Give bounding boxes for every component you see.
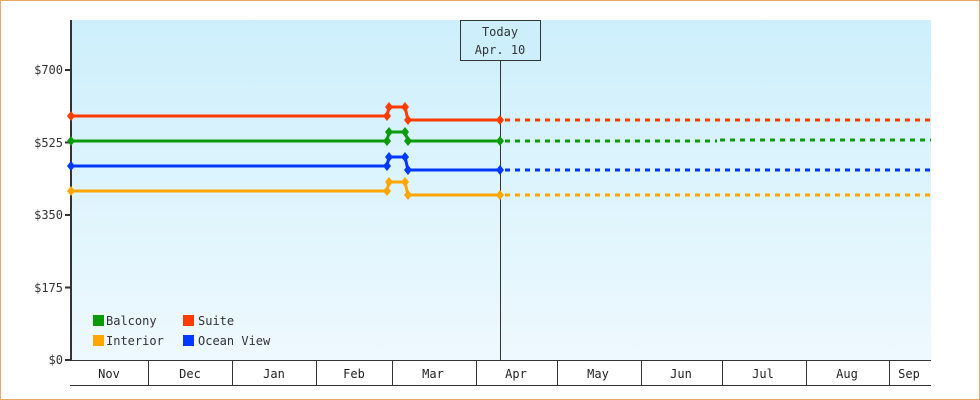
- y-axis: $700 $525 $350 $175 $0: [34, 20, 72, 367]
- ocean-view-swatch-icon: [183, 335, 194, 346]
- legend-item-ocean-view[interactable]: Ocean View: [183, 334, 271, 348]
- balcony-swatch-icon: [93, 315, 104, 326]
- legend-label: Interior: [106, 334, 164, 348]
- month-label: Nov: [98, 367, 120, 381]
- interior-swatch-icon: [93, 335, 104, 346]
- legend: Balcony Suite Interior Ocean View: [93, 314, 271, 348]
- legend-label: Balcony: [106, 314, 157, 328]
- series-ocean-view: [67, 152, 931, 175]
- legend-item-interior[interactable]: Interior: [93, 334, 164, 348]
- month-label: Jul: [752, 367, 774, 381]
- legend-item-suite[interactable]: Suite: [183, 314, 234, 328]
- today-date: Apr. 10: [475, 43, 526, 57]
- month-label: Jun: [670, 367, 692, 381]
- legend-label: Suite: [198, 314, 234, 328]
- y-tick-label: $0: [49, 353, 63, 367]
- month-label: Sep: [898, 367, 920, 381]
- today-marker: Today Apr. 10: [460, 20, 541, 360]
- month-label: Mar: [422, 367, 444, 381]
- month-label: Jan: [263, 367, 285, 381]
- today-box: [460, 20, 541, 61]
- x-axis: Nov Dec Jan Feb Mar Apr May Jun Jul Aug …: [70, 360, 931, 386]
- series-interior: [67, 177, 931, 200]
- y-tick-label: $525: [34, 136, 63, 150]
- month-label: Feb: [343, 367, 365, 381]
- today-label: Today: [482, 25, 518, 39]
- month-label: May: [587, 367, 609, 381]
- month-label: Apr: [505, 367, 527, 381]
- series-suite: [67, 102, 931, 125]
- y-tick-label: $350: [34, 208, 63, 222]
- y-tick-label: $700: [34, 63, 63, 77]
- series-balcony: [67, 127, 931, 146]
- legend-item-balcony[interactable]: Balcony: [93, 314, 157, 328]
- legend-label: Ocean View: [198, 334, 271, 348]
- month-label: Aug: [836, 367, 858, 381]
- suite-swatch-icon: [183, 315, 194, 326]
- y-tick-label: $175: [34, 281, 63, 295]
- month-label: Dec: [179, 367, 201, 381]
